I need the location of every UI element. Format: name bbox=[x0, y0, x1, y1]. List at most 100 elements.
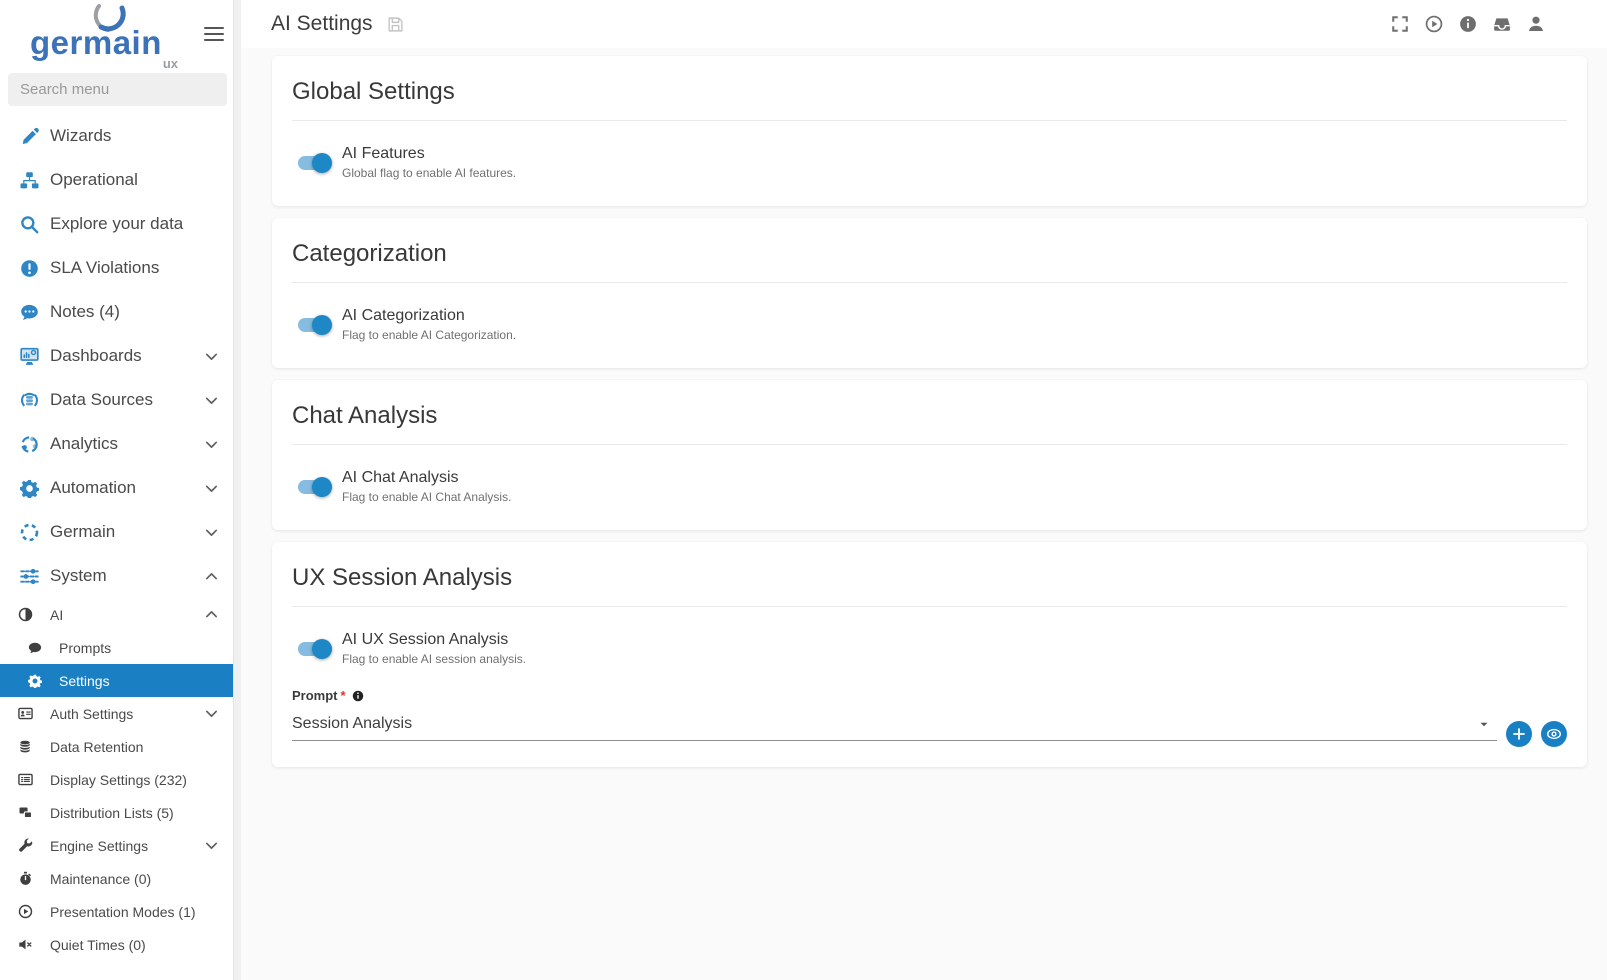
section-heading: Chat Analysis bbox=[292, 402, 438, 429]
germain-logo: germain ux bbox=[30, 4, 178, 71]
chevron-down-icon bbox=[1477, 717, 1491, 731]
sidebar-item-operational[interactable]: Operational bbox=[0, 158, 233, 202]
sidebar-item-notes[interactable]: Notes (4) bbox=[0, 290, 233, 334]
sidebar-item-label: Settings bbox=[59, 672, 110, 689]
sidebar-item-label: Notes (4) bbox=[50, 302, 120, 321]
sidebar-item-auth-settings[interactable]: Auth Settings bbox=[0, 697, 233, 730]
gear-icon bbox=[26, 674, 44, 688]
chevron-down-icon bbox=[204, 706, 219, 721]
sidebar-item-quiet-times[interactable]: Quiet Times (0) bbox=[0, 928, 233, 961]
sidebar-item-analytics[interactable]: Analytics bbox=[0, 422, 233, 466]
sidebar-item-label: Engine Settings bbox=[50, 837, 149, 854]
chevron-down-icon bbox=[204, 481, 219, 496]
toggle-description: Flag to enable AI Categorization. bbox=[342, 328, 517, 342]
sidebar-item-label: System bbox=[50, 566, 107, 585]
prompt-info-icon[interactable] bbox=[352, 690, 364, 702]
user-icon[interactable] bbox=[1527, 15, 1545, 33]
sidebar-item-presentation-modes[interactable]: Presentation Modes (1) bbox=[0, 895, 233, 928]
sidebar-item-data-retention[interactable]: Data Retention bbox=[0, 730, 233, 763]
section-categorization: Categorization AI Categorization Flag to… bbox=[272, 218, 1587, 368]
sidebar-item-label: Presentation Modes (1) bbox=[50, 903, 196, 920]
gear-icon bbox=[16, 479, 42, 498]
sidebar-item-label: Data Retention bbox=[50, 738, 144, 755]
ai-categorization-toggle[interactable] bbox=[298, 314, 332, 335]
comment-dots-icon bbox=[16, 303, 42, 322]
ai-chat-analysis-toggle[interactable] bbox=[298, 476, 332, 497]
page-title: AI Settings bbox=[271, 12, 373, 35]
sidebar-item-label: SLA Violations bbox=[50, 258, 160, 277]
pencil-icon bbox=[16, 127, 42, 146]
save-icon[interactable] bbox=[387, 16, 404, 33]
toggle-label: AI Categorization bbox=[342, 307, 465, 324]
sidebar-item-label: Prompts bbox=[59, 639, 112, 656]
toggle-description: Global flag to enable AI features. bbox=[342, 166, 517, 180]
sidebar-item-label: Dashboards bbox=[50, 346, 142, 365]
sidebar-item-dashboards[interactable]: Dashboards bbox=[0, 334, 233, 378]
sidebar-item-ai[interactable]: AI bbox=[0, 598, 233, 631]
toggle-description: Flag to enable AI Chat Analysis. bbox=[342, 490, 512, 504]
analytics-cycle-icon bbox=[16, 435, 42, 454]
toggle-row: AI UX Session Analysis Flag to enable AI… bbox=[298, 631, 1567, 666]
sliders-icon bbox=[16, 567, 42, 586]
ai-ux-session-analysis-toggle[interactable] bbox=[298, 638, 332, 659]
wrench-icon bbox=[16, 838, 34, 853]
sidebar-item-label: Explore your data bbox=[50, 214, 184, 233]
sidebar-item-germain[interactable]: Germain bbox=[0, 510, 233, 554]
chevron-down-icon bbox=[204, 525, 219, 540]
sidebar-item-engine-settings[interactable]: Engine Settings bbox=[0, 829, 233, 862]
play-circle-icon[interactable] bbox=[1425, 15, 1443, 33]
chevron-down-icon bbox=[204, 393, 219, 408]
section-chat-analysis: Chat Analysis AI Chat Analysis Flag to e… bbox=[272, 380, 1587, 530]
chevron-down-icon bbox=[204, 437, 219, 452]
prompt-select[interactable]: Session Analysis bbox=[292, 711, 1497, 741]
search-menu-input[interactable] bbox=[8, 73, 227, 106]
view-prompt-button[interactable] bbox=[1541, 721, 1567, 747]
sidebar-item-label: Quiet Times (0) bbox=[50, 936, 146, 953]
share-boxes-icon bbox=[16, 805, 34, 820]
sidebar-item-label: Auth Settings bbox=[50, 705, 134, 722]
sidebar-item-data-sources[interactable]: Data Sources bbox=[0, 378, 233, 422]
fullscreen-icon[interactable] bbox=[1391, 15, 1409, 33]
toggle-label: AI Chat Analysis bbox=[342, 469, 459, 486]
sidebar-item-label: AI bbox=[50, 606, 64, 623]
sidebar-item-display-settings[interactable]: Display Settings (232) bbox=[0, 763, 233, 796]
section-global-settings: Global Settings AI Features Global flag … bbox=[272, 56, 1587, 206]
sidebar-item-sla-violations[interactable]: SLA Violations bbox=[0, 246, 233, 290]
topbar: AI Settings bbox=[241, 0, 1607, 48]
volume-mute-icon bbox=[16, 937, 34, 952]
ai-features-toggle[interactable] bbox=[298, 152, 332, 173]
sidebar-item-explore-your-data[interactable]: Explore your data bbox=[0, 202, 233, 246]
chevron-up-icon bbox=[204, 569, 219, 584]
inbox-icon[interactable] bbox=[1493, 15, 1511, 33]
menu-hamburger-icon[interactable] bbox=[204, 23, 224, 45]
sidebar-item-maintenance[interactable]: Maintenance (0) bbox=[0, 862, 233, 895]
id-card-icon bbox=[16, 706, 34, 721]
list-alt-icon bbox=[16, 772, 34, 787]
main-area: AI Settings Global Settings bbox=[241, 0, 1607, 980]
sidebar-item-prompts[interactable]: Prompts bbox=[0, 631, 233, 664]
divider bbox=[292, 606, 1567, 607]
sidebar-item-label: Maintenance (0) bbox=[50, 870, 152, 887]
sidebar-item-automation[interactable]: Automation bbox=[0, 466, 233, 510]
sidebar-item-label: Distribution Lists (5) bbox=[50, 804, 174, 821]
sidebar-item-label: Analytics bbox=[50, 434, 119, 453]
search-icon bbox=[16, 215, 42, 234]
sidebar-scrollbar[interactable] bbox=[233, 0, 241, 980]
sidebar-item-wizards[interactable]: Wizards bbox=[0, 114, 233, 158]
section-heading: Categorization bbox=[292, 240, 447, 267]
sidebar-item-settings[interactable]: Settings bbox=[0, 664, 233, 697]
info-circle-icon[interactable] bbox=[1459, 15, 1477, 33]
plus-icon bbox=[1513, 728, 1525, 740]
database-signal-icon bbox=[16, 391, 42, 410]
chevron-up-icon bbox=[204, 607, 219, 622]
exclamation-circle-icon bbox=[16, 259, 42, 278]
add-prompt-button[interactable] bbox=[1506, 721, 1532, 747]
sidebar-item-system[interactable]: System bbox=[0, 554, 233, 598]
sidebar-item-distribution-lists[interactable]: Distribution Lists (5) bbox=[0, 796, 233, 829]
section-heading: UX Session Analysis bbox=[292, 564, 513, 591]
sidebar-item-label: Display Settings (232) bbox=[50, 771, 187, 788]
sidebar-header: germain ux bbox=[0, 0, 233, 71]
coins-icon bbox=[16, 739, 34, 754]
toggle-row: AI Chat Analysis Flag to enable AI Chat … bbox=[298, 469, 1567, 504]
sidebar-item-label: Data Sources bbox=[50, 390, 153, 409]
